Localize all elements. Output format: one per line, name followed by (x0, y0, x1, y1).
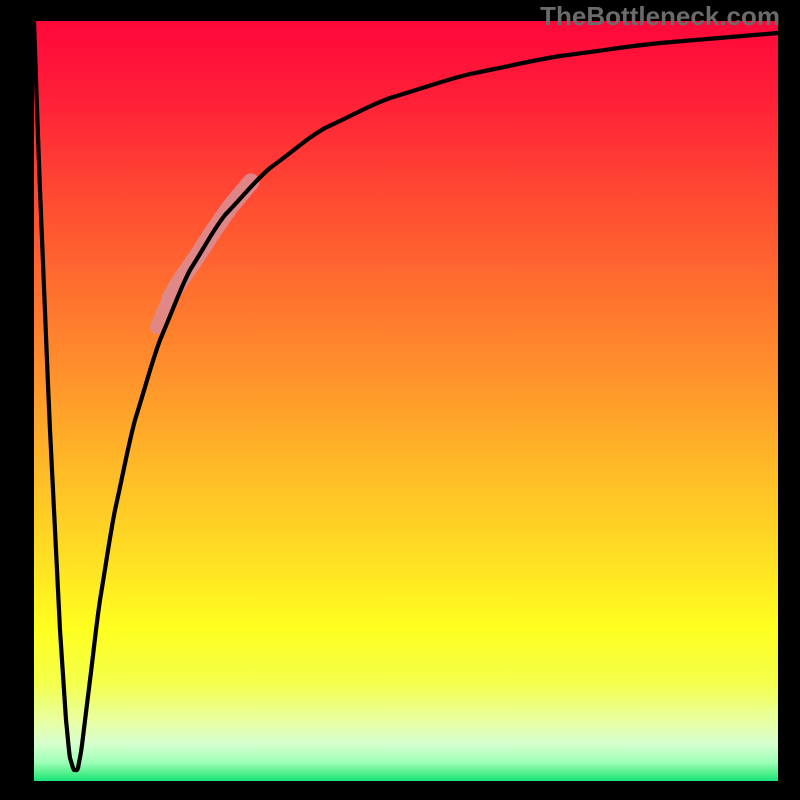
curve-layer (34, 21, 778, 781)
chart-root: TheBottleneck.com (0, 0, 800, 800)
bottleneck-curve (34, 21, 778, 770)
watermark-text: TheBottleneck.com (540, 1, 780, 32)
plot-area (34, 21, 778, 781)
